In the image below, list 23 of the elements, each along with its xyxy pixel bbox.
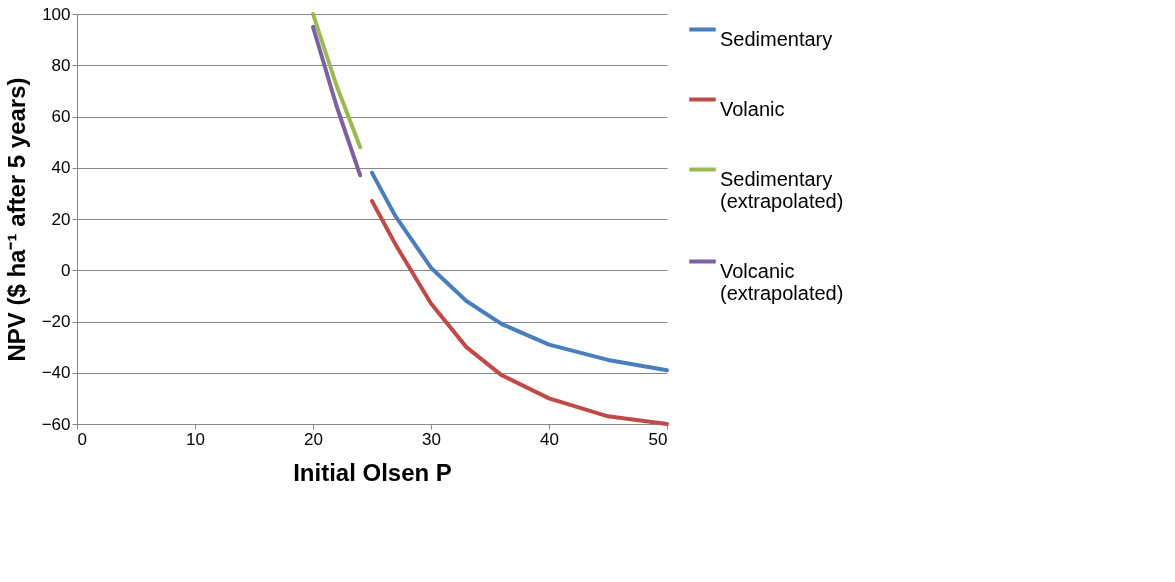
- y-tick-label: 0: [61, 260, 71, 280]
- legend-label: Volanic: [720, 97, 785, 120]
- y-tick-label: 100: [42, 4, 71, 24]
- y-axis-title: NPV ($ ha⁻¹ after 5 years): [2, 77, 30, 362]
- y-tick-label: 80: [51, 55, 71, 75]
- legend-label: Volcanic (extrapolated): [720, 259, 844, 304]
- line-series: [370, 199, 669, 426]
- y-tick-label: 60: [51, 107, 71, 126]
- y-tick-label: 20: [51, 209, 71, 229]
- x-tick-label: 10: [186, 429, 205, 449]
- x-axis-title: Initial Olsen P: [293, 458, 452, 486]
- x-tick-label: 50: [648, 429, 668, 449]
- y-tick-label: 40: [51, 158, 71, 178]
- y-tick-label: −60: [41, 414, 71, 434]
- line-series: [370, 170, 669, 373]
- legend-label: Sedimentary (extrapolated): [720, 167, 844, 212]
- x-tick-label: 40: [540, 429, 559, 449]
- x-tick-label: 30: [422, 429, 441, 449]
- x-tick-label: 20: [304, 429, 323, 449]
- x-tick-label: 0: [77, 429, 87, 449]
- y-tick-label: −40: [41, 363, 71, 383]
- legend-label: Sedimentary: [720, 27, 833, 50]
- y-tick-label: −20: [41, 312, 71, 331]
